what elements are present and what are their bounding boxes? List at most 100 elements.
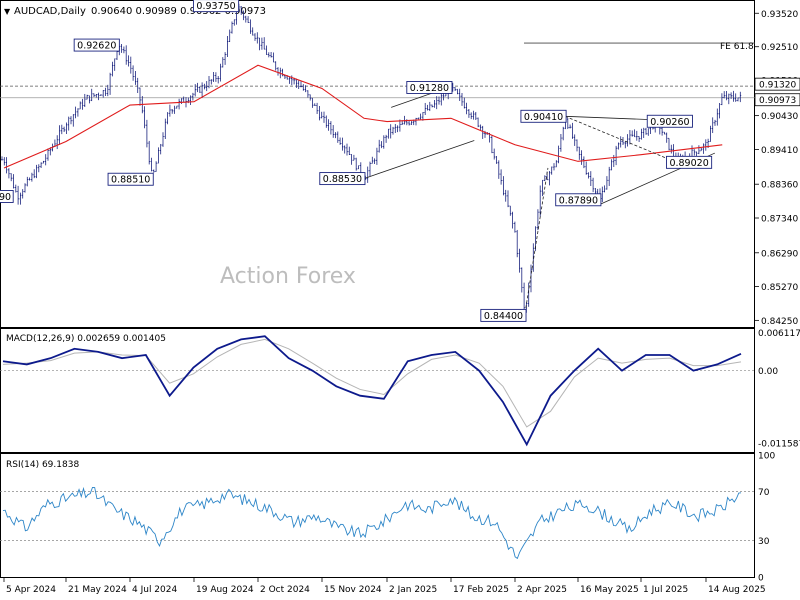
candle xyxy=(387,128,390,139)
candle xyxy=(539,185,542,217)
candle xyxy=(281,68,284,77)
price-label-box xyxy=(480,308,527,322)
candle xyxy=(608,166,611,186)
candle xyxy=(718,103,721,119)
candle xyxy=(461,92,463,106)
candle xyxy=(88,95,91,104)
candle xyxy=(392,126,394,135)
candle xyxy=(198,86,201,93)
candle xyxy=(175,105,178,109)
candle xyxy=(435,96,438,110)
candle xyxy=(109,72,111,95)
candle xyxy=(714,119,716,126)
menu-arrow-icon[interactable]: ▼ xyxy=(4,7,11,16)
candle xyxy=(263,37,266,50)
price-label-text: 0.90260 xyxy=(650,117,689,128)
candle xyxy=(341,137,344,151)
candle xyxy=(104,87,107,96)
candle xyxy=(663,131,666,135)
candle xyxy=(665,132,668,143)
candle xyxy=(116,51,118,61)
price-label: 0.89020 xyxy=(666,155,713,169)
time-tick-label: 19 Aug 2024 xyxy=(196,585,254,595)
candle xyxy=(516,229,519,258)
price-label-text: 0.88530 xyxy=(323,174,362,185)
candle xyxy=(502,176,505,196)
price-label: 0.91280 xyxy=(406,81,453,94)
candle xyxy=(346,143,348,156)
candle xyxy=(606,176,608,190)
candle xyxy=(633,129,636,138)
candle xyxy=(698,145,700,155)
candle xyxy=(224,52,226,65)
candle xyxy=(226,35,229,58)
price-label: 0.84400 xyxy=(480,308,527,322)
candle xyxy=(258,37,261,51)
candle xyxy=(730,92,732,100)
candle xyxy=(37,164,40,173)
candle xyxy=(164,118,167,140)
candle xyxy=(668,137,670,151)
candle xyxy=(523,282,525,311)
candle xyxy=(562,126,565,141)
candle xyxy=(72,114,75,127)
candle xyxy=(297,79,300,89)
candle xyxy=(509,205,512,216)
candle xyxy=(90,88,93,102)
time-tick-label: 2 Oct 2024 xyxy=(260,585,310,595)
candle xyxy=(645,127,647,135)
macd-tick-label: 0.00 xyxy=(758,367,778,377)
candle xyxy=(100,94,102,96)
candle xyxy=(560,134,562,152)
candle xyxy=(316,102,318,115)
candle xyxy=(472,110,475,120)
price-tick-label: 0.88360 xyxy=(761,181,798,191)
candle xyxy=(619,136,622,148)
candle xyxy=(330,121,332,135)
candle xyxy=(196,82,199,93)
candle xyxy=(371,156,374,164)
candle xyxy=(580,150,583,165)
candle xyxy=(382,135,385,149)
candle xyxy=(24,183,26,193)
price-label: 0.92620 xyxy=(73,38,120,52)
channel-lower-line xyxy=(363,140,475,179)
candle xyxy=(228,29,231,42)
candle xyxy=(585,161,588,175)
candle xyxy=(274,61,277,71)
price-tick-label: 0.92510 xyxy=(761,43,798,53)
candle xyxy=(83,93,86,108)
candle xyxy=(479,124,482,131)
candle xyxy=(311,97,314,108)
candle xyxy=(693,149,696,156)
candle xyxy=(548,171,551,186)
candle xyxy=(589,171,592,187)
macd-line xyxy=(2,335,742,447)
candle xyxy=(399,119,401,132)
candle xyxy=(612,154,615,167)
candle xyxy=(261,37,263,50)
candle xyxy=(336,131,339,143)
candle xyxy=(111,61,114,77)
candle xyxy=(431,104,433,108)
price-label: 0.87890 xyxy=(555,193,602,207)
candle xyxy=(566,117,569,130)
candle xyxy=(396,125,399,133)
price-label-box xyxy=(555,193,602,207)
symbol-label: AUDCAD,Daily xyxy=(14,6,86,17)
time-tick-label: 2 Apr 2025 xyxy=(517,585,567,595)
candle xyxy=(81,98,84,110)
candle xyxy=(169,104,171,117)
price-tick-label: 0.93520 xyxy=(761,10,798,20)
candle xyxy=(603,185,606,193)
candle xyxy=(74,106,77,119)
candle xyxy=(481,125,484,139)
candle xyxy=(166,112,169,125)
candle xyxy=(265,45,268,55)
candle xyxy=(543,175,546,182)
price-label-text: 0.91280 xyxy=(410,83,449,94)
candle xyxy=(711,117,714,134)
rsi-line xyxy=(2,486,742,560)
price-label: 0.88530 xyxy=(319,172,366,185)
candle xyxy=(332,125,335,138)
